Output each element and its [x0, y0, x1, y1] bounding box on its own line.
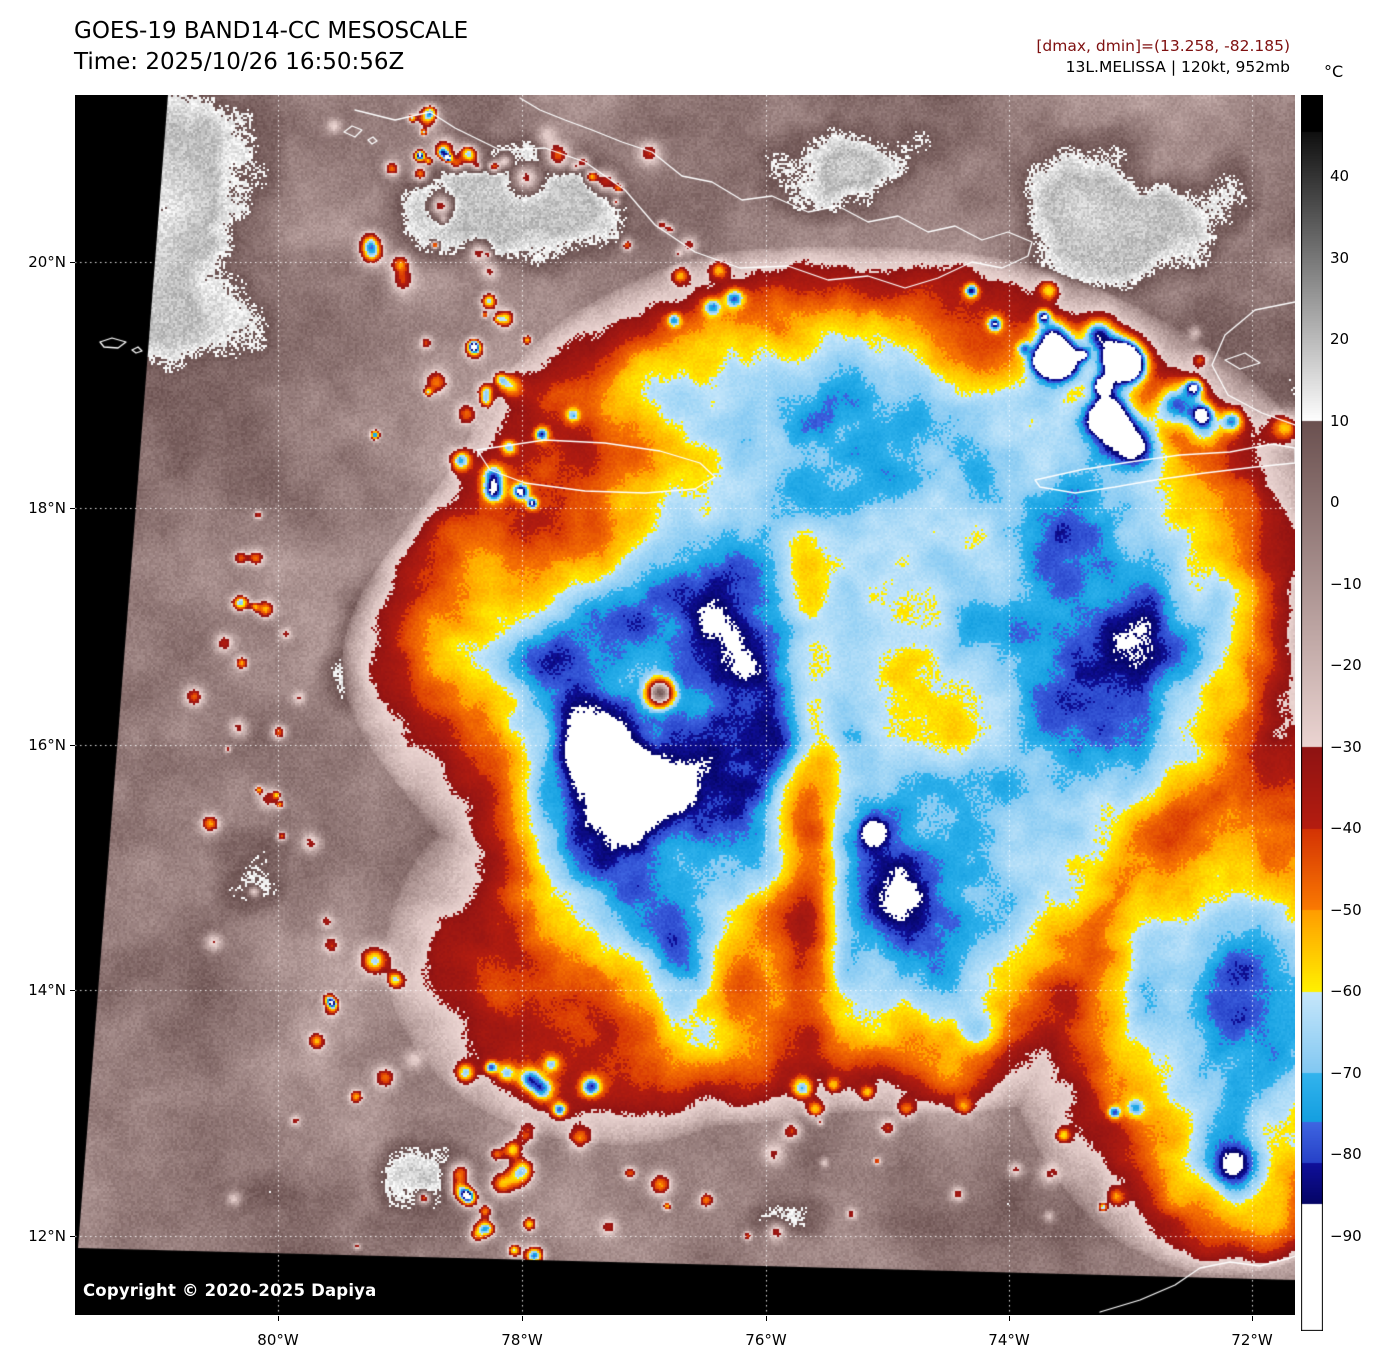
colorbar-tick-label: −10: [1330, 574, 1362, 593]
colorbar-tick-label: −40: [1330, 819, 1362, 838]
lat-tick-label: 14°N: [28, 981, 66, 999]
info-block: [dmax, dmin]=(13.258, -82.185) 13L.MELIS…: [1036, 36, 1290, 78]
storm-label: 13L.MELISSA | 120kt, 952mb: [1065, 58, 1290, 76]
axis-tick: [522, 1316, 523, 1321]
axis-tick: [70, 745, 75, 746]
colorbar-tick-label: 0: [1330, 493, 1340, 512]
axis-tick: [70, 1236, 75, 1237]
lat-tick-label: 20°N: [28, 253, 66, 271]
dmax-dmin-label: [dmax, dmin]=(13.258, -82.185): [1036, 37, 1290, 55]
colorbar: [1301, 95, 1323, 1331]
map-area: Copyright © 2020-2025 Dapiya: [75, 95, 1295, 1315]
lon-tick-label: 72°W: [1231, 1331, 1273, 1349]
colorbar-tick-label: −80: [1330, 1145, 1362, 1164]
colorbar-tick-label: 30: [1330, 248, 1350, 267]
colorbar-tick-label: −90: [1330, 1226, 1362, 1245]
lon-tick-label: 74°W: [988, 1331, 1030, 1349]
colorbar-tick-label: 10: [1330, 411, 1350, 430]
satellite-canvas: [75, 95, 1295, 1315]
copyright-text: Copyright © 2020-2025 Dapiya: [83, 1281, 377, 1300]
lon-tick-label: 78°W: [501, 1331, 543, 1349]
lon-tick-label: 80°W: [257, 1331, 299, 1349]
axis-tick: [766, 1316, 767, 1321]
title-block: GOES-19 BAND14-CC MESOSCALE Time: 2025/1…: [74, 16, 468, 78]
axis-tick: [278, 1316, 279, 1321]
axis-tick: [1009, 1316, 1010, 1321]
axis-tick: [70, 508, 75, 509]
axis-tick: [70, 990, 75, 991]
lat-tick-label: 16°N: [28, 736, 66, 754]
colorbar-tick-label: −30: [1330, 737, 1362, 756]
colorbar-tick-label: −60: [1330, 982, 1362, 1001]
colorbar-tick-label: 20: [1330, 330, 1350, 349]
axis-tick: [1252, 1316, 1253, 1321]
colorbar-tick-label: −20: [1330, 656, 1362, 675]
product-title: GOES-19 BAND14-CC MESOSCALE: [74, 18, 469, 44]
colorbar-tick-label: 40: [1330, 167, 1350, 186]
time-label: Time: 2025/10/26 16:50:56Z: [74, 49, 405, 75]
colorbar-tick-label: −50: [1330, 900, 1362, 919]
colorbar-tick-label: −70: [1330, 1063, 1362, 1082]
colorbar-unit: °C: [1324, 62, 1344, 81]
lat-tick-label: 18°N: [28, 499, 66, 517]
lat-tick-label: 12°N: [28, 1227, 66, 1245]
lon-tick-label: 76°W: [745, 1331, 787, 1349]
axis-tick: [70, 262, 75, 263]
